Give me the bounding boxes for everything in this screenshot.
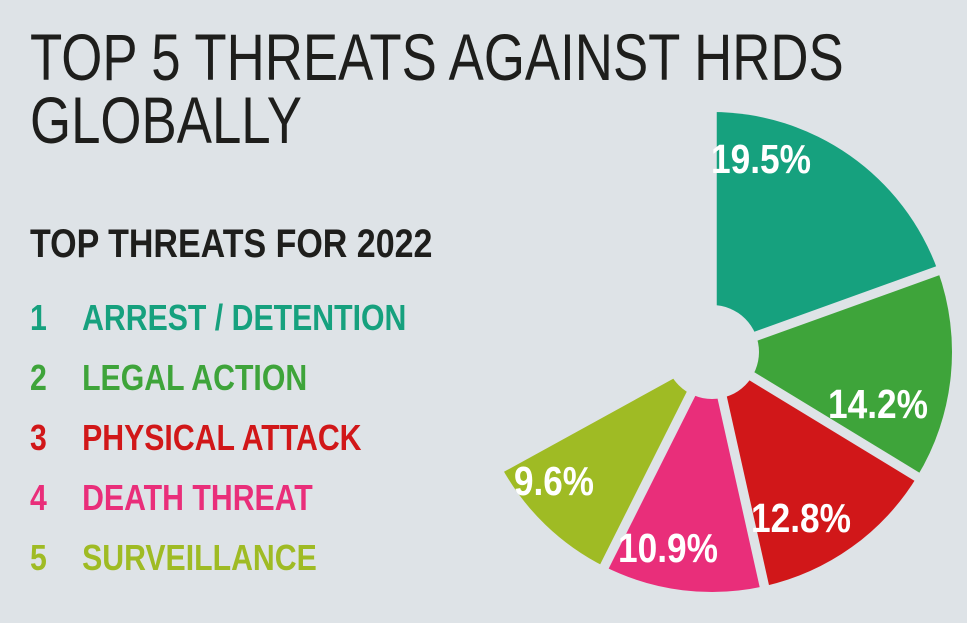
threat-label: ARREST / DETENTION [82, 297, 407, 338]
pie-percentage-label: 10.9% [618, 525, 718, 571]
threat-rank: 2 [30, 357, 47, 398]
pie-slice-arrest-detention [712, 112, 938, 352]
threat-label: LEGAL ACTION [82, 357, 308, 398]
threat-rank: 3 [30, 417, 47, 458]
pie-percentage-label: 14.2% [828, 381, 928, 427]
pie-percentage-label: 19.5% [711, 136, 811, 182]
threat-label: SURVEILLANCE [82, 537, 317, 578]
threat-list-item-legal-action: 2 LEGAL ACTION [30, 360, 307, 420]
threat-label: PHYSICAL ATTACK [82, 417, 362, 458]
section-subtitle: TOP THREATS FOR 2022 [30, 222, 433, 266]
threat-label: DEATH THREAT [82, 477, 313, 518]
threat-rank: 4 [30, 477, 47, 518]
threat-list-item-physical-attack: 3 PHYSICAL ATTACK [30, 420, 362, 480]
pie-percentage-label: 9.6% [514, 458, 594, 504]
threat-list-item-death-threat: 4 DEATH THREAT [30, 480, 313, 540]
threat-rank: 1 [30, 297, 47, 338]
pie-center-hole [665, 305, 759, 399]
page-title-line2: GLOBALLY [30, 83, 302, 158]
pie-percentage-label: 12.8% [751, 495, 851, 541]
pie-slice-physical-attack [712, 352, 918, 587]
threat-list-item-surveillance: 5 SURVEILLANCE [30, 540, 317, 600]
pie-slice-surveillance [501, 352, 712, 567]
threat-list-item-arrest-detention: 1 ARREST / DETENTION [30, 300, 406, 360]
page-title: TOP 5 THREATS AGAINST HRDS GLOBALLY [30, 20, 844, 158]
pie-slice-legal-action [712, 270, 953, 477]
threat-rank: 5 [30, 537, 47, 578]
page-title-line1: TOP 5 THREATS AGAINST HRDS [30, 20, 844, 94]
